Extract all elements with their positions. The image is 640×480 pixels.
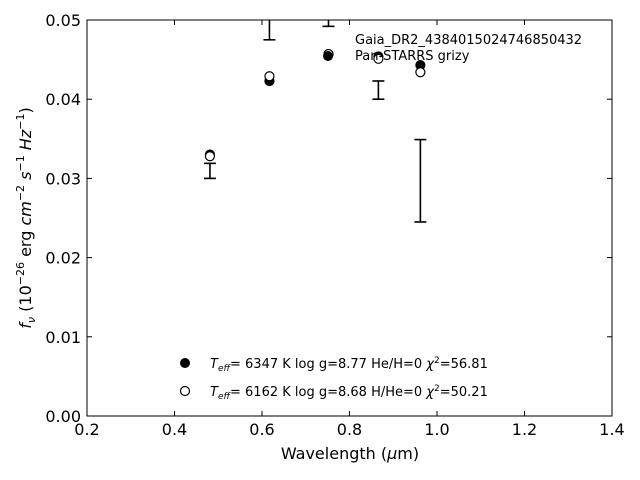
model-point-open xyxy=(373,53,384,64)
y-tick-label: 0.05 xyxy=(45,11,81,30)
y-axis-label: fν (10−26 erg cm−2 s−1 Hz−1) xyxy=(14,107,38,328)
y-axis-ticks: 0.00 0.01 0.02 0.03 0.04 0.05 xyxy=(45,11,612,426)
y-tick-label: 0.04 xyxy=(45,90,81,109)
x-tick-label: 0.2 xyxy=(74,420,99,439)
y-tick-label: 0.01 xyxy=(45,328,81,347)
legend-da-label: Teff= 6347 K log g=8.77 He/H=0 χ2=56.81 xyxy=(210,356,488,374)
svg-text:fν (10−26 erg cm−2 s−1 Hz−1): fν (10−26 erg cm−2 s−1 Hz−1) xyxy=(14,107,38,328)
legend-da-marker xyxy=(180,358,190,368)
model-point-open xyxy=(415,67,426,78)
x-axis-label: Wavelength (μm) xyxy=(281,444,419,463)
plot-frame xyxy=(86,19,613,417)
x-axis-ticks: 0.2 0.4 0.6 0.8 1.0 1.2 1.4 xyxy=(74,20,625,439)
model-point-open xyxy=(204,151,216,162)
legend-bottom: Teff= 6347 K log g=8.77 He/H=0 χ2=56.81 … xyxy=(179,356,488,402)
data-marks xyxy=(203,20,427,223)
x-tick-label: 1.0 xyxy=(424,420,449,439)
plot-area xyxy=(203,20,427,223)
x-tick-label: 0.6 xyxy=(249,420,274,439)
y-tick-label: 0.00 xyxy=(45,407,81,426)
y-tick-label: 0.02 xyxy=(45,249,81,268)
legend-object-name: Gaia_DR2_4384015024746850432 xyxy=(355,33,582,48)
legend-filled-marker xyxy=(323,51,333,61)
legend-db-label: Teff= 6162 K log g=8.68 H/He=0 χ2=50.21 xyxy=(210,384,488,402)
x-tick-label: 0.8 xyxy=(337,420,362,439)
x-tick-label: 0.4 xyxy=(162,420,187,439)
legend-top: Gaia_DR2_4384015024746850432 Pan-STARRS … xyxy=(323,33,582,64)
x-tick-label: 1.2 xyxy=(512,420,537,439)
legend-db-marker xyxy=(179,385,191,397)
x-tick-label: 1.4 xyxy=(599,420,624,439)
y-tick-label: 0.03 xyxy=(45,169,81,188)
model-point-open xyxy=(264,71,275,82)
legend-panstarrs-label: Pan-STARRS grizy xyxy=(355,49,470,64)
